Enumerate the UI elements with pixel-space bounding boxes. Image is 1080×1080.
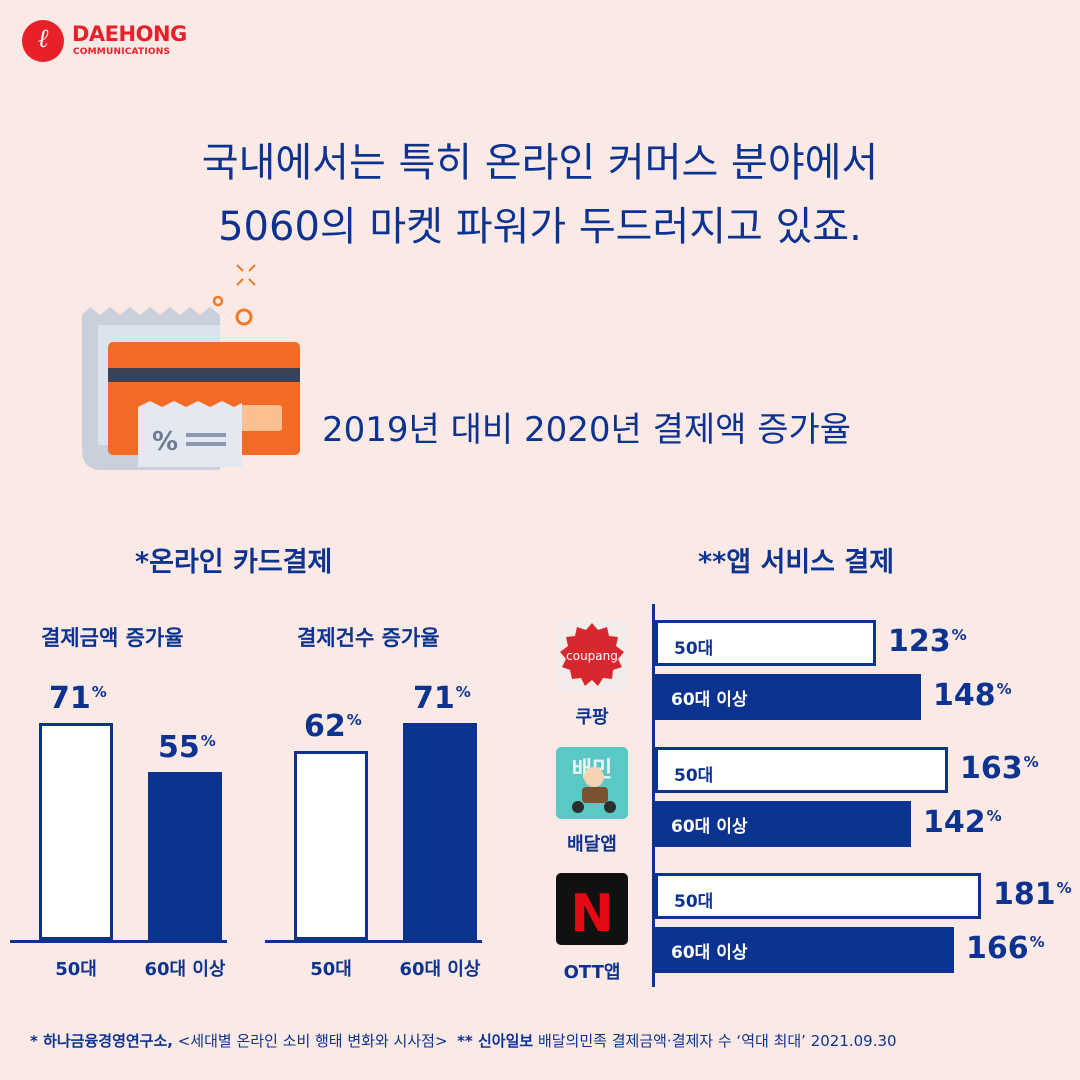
app-label-ott: OTT앱 (563, 962, 621, 983)
bar-60s-plus (148, 772, 222, 940)
source-2-mark: ** 신아일보 (457, 1032, 534, 1050)
bar-60s-plus (403, 723, 477, 940)
bar-category-label: 60대 이상 (671, 690, 748, 710)
chart-subheading: 2019년 대비 2020년 결제액 증가율 (322, 410, 852, 450)
netflix-icon: N (556, 873, 628, 945)
bar-value-label: 166% (966, 931, 1045, 966)
credit-card-receipt-illustration: % (82, 264, 300, 470)
coupang-logo-icon: coupang (556, 619, 628, 691)
bar-50s: 50대 (655, 747, 948, 793)
bar-60s-plus: 60대 이상 (655, 927, 954, 973)
x-axis-category-label: 50대 (310, 959, 352, 980)
source-footnote: * 하나금융경영연구소, <세대별 온라인 소비 행태 변화와 시사점> ** … (30, 1030, 897, 1051)
chart-baseline (10, 940, 227, 943)
x-axis-category-label: 50대 (55, 959, 97, 980)
source-1-mark: * 하나금융경영연구소, (30, 1032, 173, 1050)
bar-value-label: 123% (888, 624, 967, 659)
app-chart-axis (652, 604, 655, 987)
bar-60s-plus: 60대 이상 (655, 674, 921, 720)
sparkle-icon (236, 264, 256, 286)
group-label-count: 결제건수 증가율 (297, 626, 440, 650)
bar-category-label: 50대 (674, 892, 714, 912)
bar-value-label: 71% (413, 681, 471, 716)
svg-text:%: % (152, 427, 178, 457)
headline-line-2: 5060의 마켓 파워가 두드러지고 있죠. (218, 204, 862, 250)
bar-value-label: 181% (993, 877, 1072, 912)
app-label-coupang: 쿠팡 (575, 707, 609, 728)
bar-60s-plus: 60대 이상 (655, 801, 911, 847)
bar-50s: 50대 (655, 873, 981, 919)
bar-50s: 50대 (655, 620, 876, 666)
bar-value-label: 148% (933, 678, 1012, 713)
brand-subtitle: COMMUNICATIONS (73, 47, 171, 57)
bar-value-label: 71% (49, 681, 107, 716)
app-label-delivery: 배달앱 (567, 834, 617, 855)
source-2-text: 배달의민족 결제금액·결제자 수 ‘역대 최대’ 2021.09.30 (533, 1032, 897, 1050)
bar-value-label: 163% (960, 751, 1039, 786)
svg-text:coupang: coupang (566, 649, 618, 663)
bar-category-label: 50대 (674, 639, 714, 659)
bar-category-label: 60대 이상 (671, 817, 748, 837)
x-axis-category-label: 60대 이상 (399, 959, 481, 980)
group-label-amount: 결제금액 증가율 (41, 626, 184, 650)
bar-value-label: 55% (158, 730, 216, 765)
bar-50s (294, 751, 368, 940)
brand-logo-mark: ℓ (22, 20, 64, 62)
card-payment-title: *온라인 카드결제 (135, 547, 333, 578)
bar-50s (39, 723, 113, 940)
svg-text:N: N (570, 884, 614, 944)
x-axis-category-label: 60대 이상 (144, 959, 226, 980)
bar-category-label: 50대 (674, 766, 714, 786)
source-1-text: <세대별 온라인 소비 행태 변화와 시사점> (172, 1032, 448, 1050)
headline-line-1: 국내에서는 특히 온라인 커머스 분야에서 (201, 140, 879, 186)
brand-name: DAEHONG (72, 22, 187, 46)
bar-value-label: 62% (304, 709, 362, 744)
bar-value-label: 142% (923, 805, 1002, 840)
app-payment-title: **앱 서비스 결제 (698, 547, 895, 578)
bar-category-label: 60대 이상 (671, 943, 748, 963)
chart-baseline (265, 940, 482, 943)
delivery-app-icon: 배민 (556, 747, 628, 819)
